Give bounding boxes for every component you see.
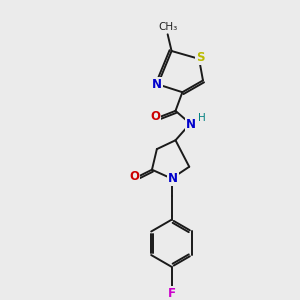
Text: O: O: [150, 110, 160, 123]
Text: N: N: [168, 172, 178, 185]
Text: N: N: [152, 78, 162, 91]
Text: F: F: [168, 287, 176, 300]
Text: CH₃: CH₃: [158, 22, 177, 32]
Text: O: O: [129, 170, 139, 183]
Text: H: H: [198, 113, 206, 123]
Text: N: N: [186, 118, 196, 131]
Text: S: S: [196, 51, 204, 64]
